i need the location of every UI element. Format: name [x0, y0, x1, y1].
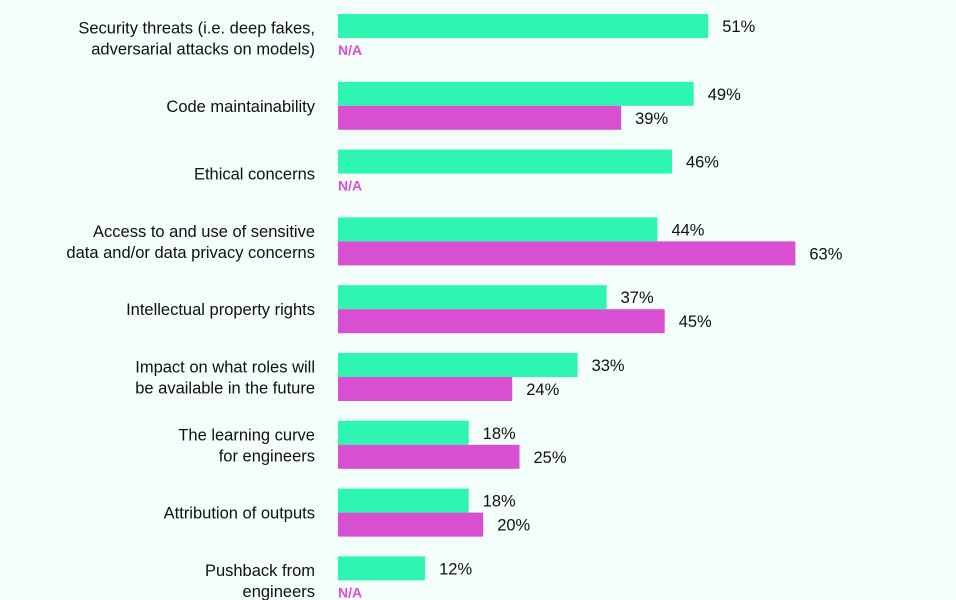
value-label: 25% [534, 449, 567, 467]
category-label: The learning curve [178, 426, 315, 444]
category-label: Impact on what roles will [135, 359, 315, 377]
value-label: 49% [708, 86, 741, 104]
bar-series-1 [338, 488, 469, 513]
category-label: Code maintainability [166, 98, 315, 116]
bar-series-2 [338, 105, 622, 130]
category-label: engineers [243, 583, 315, 600]
category-label: for engineers [219, 447, 315, 465]
value-label: 45% [679, 313, 712, 331]
category-label: data and/or data privacy concerns [66, 244, 315, 262]
value-label: 20% [497, 517, 530, 535]
bar-series-1 [338, 81, 694, 106]
value-label: 33% [592, 357, 625, 375]
bar-series-2 [338, 444, 520, 469]
category-label: be available in the future [135, 380, 315, 398]
value-label: 12% [439, 560, 472, 578]
bar-series-1 [338, 556, 426, 581]
bar-series-2 [338, 241, 796, 266]
na-label: N/A [338, 42, 362, 58]
category-label: Access to and use of sensitive [93, 223, 315, 241]
bar-series-1 [338, 149, 672, 174]
bar-series-1 [338, 353, 578, 377]
value-label: 44% [671, 221, 704, 239]
value-label: 39% [635, 110, 668, 128]
bar-series-1 [338, 217, 658, 242]
category-label: adversarial attacks on models) [91, 41, 315, 59]
bar-series-1 [338, 420, 469, 445]
value-label: 18% [483, 493, 516, 511]
value-label: 37% [621, 289, 654, 307]
value-label: 63% [809, 245, 842, 263]
na-label: N/A [338, 178, 362, 194]
value-label: 24% [526, 381, 559, 399]
value-label: 51% [722, 18, 755, 36]
bar-series-1 [338, 14, 709, 38]
bar-series-1 [338, 285, 607, 310]
bar-series-2 [338, 512, 484, 537]
category-label: Intellectual property rights [126, 301, 315, 319]
category-label: Ethical concerns [194, 166, 315, 184]
value-label: 46% [686, 154, 719, 172]
na-label: N/A [338, 584, 362, 600]
category-label: Attribution of outputs [164, 505, 315, 523]
category-label: Pushback from [205, 562, 315, 580]
bar-series-2 [338, 309, 665, 334]
category-label: Security threats (i.e. deep fakes, [78, 20, 315, 38]
value-label: 18% [483, 425, 516, 443]
bar-series-2 [338, 377, 513, 401]
